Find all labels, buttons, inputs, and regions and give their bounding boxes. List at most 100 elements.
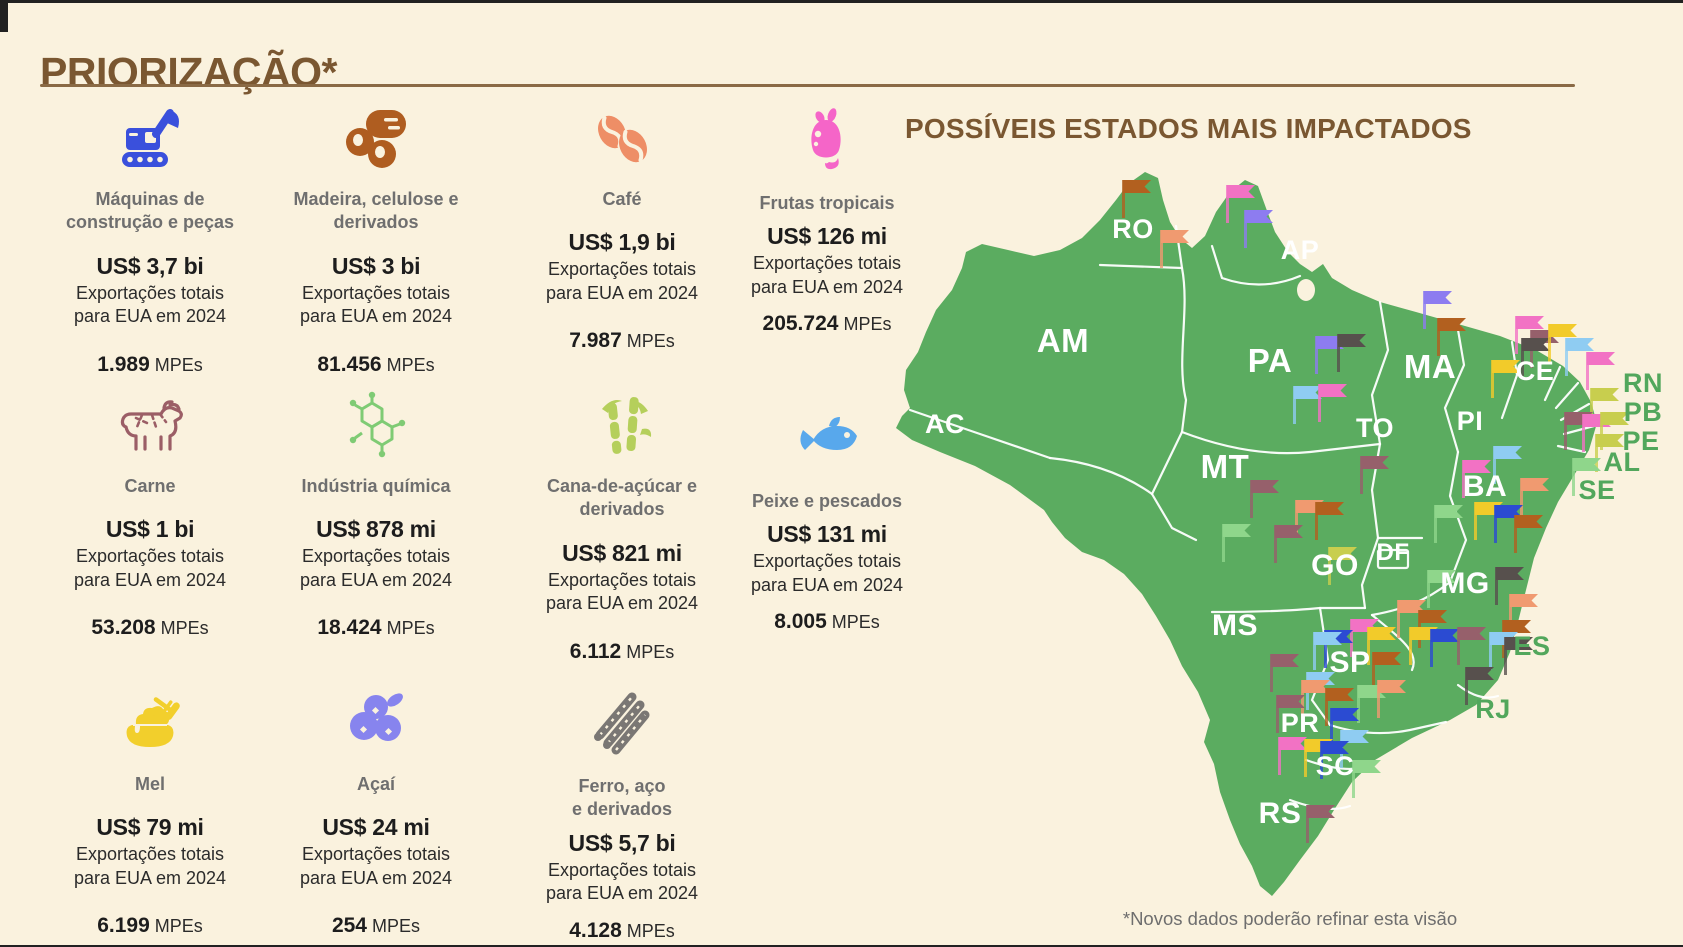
map-flag-pink bbox=[1318, 384, 1347, 422]
map-flag-brown bbox=[1325, 688, 1354, 726]
map-flag-salmon bbox=[1397, 600, 1426, 638]
state-label: SP bbox=[1329, 646, 1370, 679]
sector-desc-line: Exportações totais bbox=[547, 259, 697, 280]
sugarcane-icon bbox=[584, 383, 660, 463]
sector-mpes: 1.989 MPEs bbox=[97, 352, 203, 376]
sector-desc-line: Exportações totais bbox=[75, 844, 225, 865]
map-flag-salmon bbox=[1377, 680, 1406, 718]
sector-label-line: Frutas tropicais bbox=[759, 193, 895, 213]
sector-card: Frutas tropicais US$ 126 mi Exportações … bbox=[712, 100, 942, 336]
sector-label: Mel bbox=[135, 773, 165, 796]
sector-desc-line: para EUA em 2024 bbox=[750, 276, 904, 297]
state-label: PA bbox=[1248, 342, 1292, 379]
sector-label: Açaí bbox=[357, 773, 395, 796]
sector-desc: Exportações totais para EUA em 2024 bbox=[546, 258, 698, 305]
map-flag-pink bbox=[1226, 185, 1255, 223]
window-edge-corner bbox=[0, 0, 8, 32]
sector-desc-line: Exportações totais bbox=[752, 253, 902, 274]
page-title: PRIORIZAÇÃO* bbox=[40, 49, 337, 96]
map-flag-yellow bbox=[1491, 360, 1520, 398]
sector-label-line: Cana-de-açúcar e bbox=[546, 476, 698, 496]
sector-label-line: Mel bbox=[134, 774, 165, 794]
sector-card: Ferro, aço e derivados US$ 5,7 bi Exporta… bbox=[507, 683, 737, 943]
map-flag-lightblue bbox=[1293, 386, 1322, 424]
fish-icon bbox=[789, 398, 865, 478]
map-flag-lightgreen bbox=[1222, 524, 1251, 562]
map-flag-lightblue bbox=[1565, 338, 1594, 376]
sector-value: US$ 3,7 bi bbox=[96, 252, 204, 279]
state-label: SC bbox=[1316, 751, 1355, 781]
sector-card: Peixe e pescados US$ 131 mi Exportações … bbox=[712, 398, 942, 634]
map-flag-brown bbox=[1514, 515, 1543, 553]
sector-label-line: Máquinas de bbox=[95, 189, 205, 209]
map-flag-blue bbox=[1430, 629, 1459, 667]
state-label: CE bbox=[1516, 356, 1555, 386]
map-flag-blue bbox=[1330, 708, 1359, 746]
map-flag-darkgray bbox=[1465, 667, 1494, 705]
sector-desc-line: Exportações totais bbox=[75, 546, 225, 567]
sector-desc: Exportações totais para EUA em 2024 bbox=[751, 252, 903, 299]
map-flag-maroon bbox=[1274, 525, 1303, 563]
sector-desc-line: para EUA em 2024 bbox=[299, 867, 453, 888]
sector-label-line: Café bbox=[602, 189, 642, 209]
sector-card: Máquinas de construção e peças US$ 3,7 bi… bbox=[35, 96, 265, 377]
state-label: RS bbox=[1259, 797, 1302, 830]
map-flag-lightgreen bbox=[1427, 570, 1456, 608]
map-flag-pink bbox=[1586, 352, 1615, 390]
sector-label: Madeira, celulose e derivados bbox=[293, 188, 458, 235]
map-flag-salmon bbox=[1520, 478, 1549, 516]
state-label: RO bbox=[1112, 214, 1154, 244]
map-flag-blue bbox=[1320, 741, 1349, 779]
sector-value: US$ 1 bi bbox=[105, 516, 195, 543]
sector-desc-line: para EUA em 2024 bbox=[299, 306, 453, 327]
map-flag-brown bbox=[1122, 180, 1151, 218]
sector-card: Madeira, celulose e derivados US$ 3 bi Ex… bbox=[261, 96, 491, 377]
sector-desc-line: Exportações totais bbox=[75, 282, 225, 303]
map-flag-maroon bbox=[1270, 654, 1299, 692]
sector-desc-line: Exportações totais bbox=[547, 569, 697, 590]
state-label: MG bbox=[1440, 567, 1489, 600]
map-flag-lime bbox=[1328, 547, 1357, 585]
map-flag-purple bbox=[1244, 210, 1273, 248]
sector-value: US$ 5,7 bi bbox=[568, 829, 676, 856]
coffee-beans-icon bbox=[584, 96, 660, 176]
map-flag-purple bbox=[1423, 291, 1452, 329]
map-labels: RO AP AM PA MA CE PI TO AC MT BA GO DF MG MS SP PR SC RS RN… bbox=[925, 214, 1663, 830]
state-label: MA bbox=[1404, 348, 1456, 385]
state-label: GO bbox=[1311, 549, 1359, 582]
sector-desc: Exportações totais para EUA em 2024 bbox=[751, 550, 903, 597]
sector-card: Carne US$ 1 bi Exportações totais para EU… bbox=[35, 383, 265, 640]
sector-desc-line: Exportações totais bbox=[301, 546, 451, 567]
coastal-state-label: RN bbox=[1623, 368, 1663, 398]
state-label: MS bbox=[1212, 609, 1258, 642]
sector-desc-line: para EUA em 2024 bbox=[73, 569, 227, 590]
map-flag-maroon bbox=[1276, 695, 1305, 733]
map-flag-lime bbox=[1590, 388, 1619, 426]
map-flag-brown bbox=[1437, 318, 1466, 356]
sector-label-line: derivados bbox=[579, 499, 665, 520]
sector-mpes: 53.208 MPEs bbox=[91, 616, 209, 640]
sector-desc: Exportações totais para EUA em 2024 bbox=[546, 859, 698, 906]
map-flag-lime bbox=[1595, 434, 1624, 472]
coastal-state-label: PB bbox=[1624, 397, 1663, 427]
sector-desc-line: para EUA em 2024 bbox=[73, 306, 227, 327]
sector-label-line: Açaí bbox=[356, 774, 396, 794]
state-label: PR bbox=[1281, 708, 1320, 738]
map-flag-maroon bbox=[1306, 805, 1335, 843]
map-flag-lime bbox=[1600, 412, 1629, 450]
sector-label: Máquinas de construção e peças bbox=[66, 188, 234, 235]
sector-value: US$ 24 mi bbox=[322, 814, 430, 841]
honey-icon bbox=[112, 681, 188, 761]
map-flag-salmon bbox=[1160, 230, 1189, 268]
sector-desc: Exportações totais para EUA em 2024 bbox=[74, 545, 226, 592]
molecule-icon bbox=[338, 383, 414, 463]
sector-desc: Exportações totais para EUA em 2024 bbox=[74, 843, 226, 890]
sector-card: Indústria química US$ 878 mi Exportações… bbox=[261, 383, 491, 640]
sector-desc-line: Exportações totais bbox=[547, 859, 697, 880]
tropical-fruit-icon bbox=[789, 100, 865, 180]
state-label: MT bbox=[1201, 448, 1250, 485]
sector-label: Ferro, aço e derivados bbox=[572, 775, 672, 822]
state-label: AP bbox=[1281, 235, 1320, 265]
map-flag-lightgreen bbox=[1352, 760, 1381, 798]
sector-desc-line: para EUA em 2024 bbox=[545, 883, 699, 904]
